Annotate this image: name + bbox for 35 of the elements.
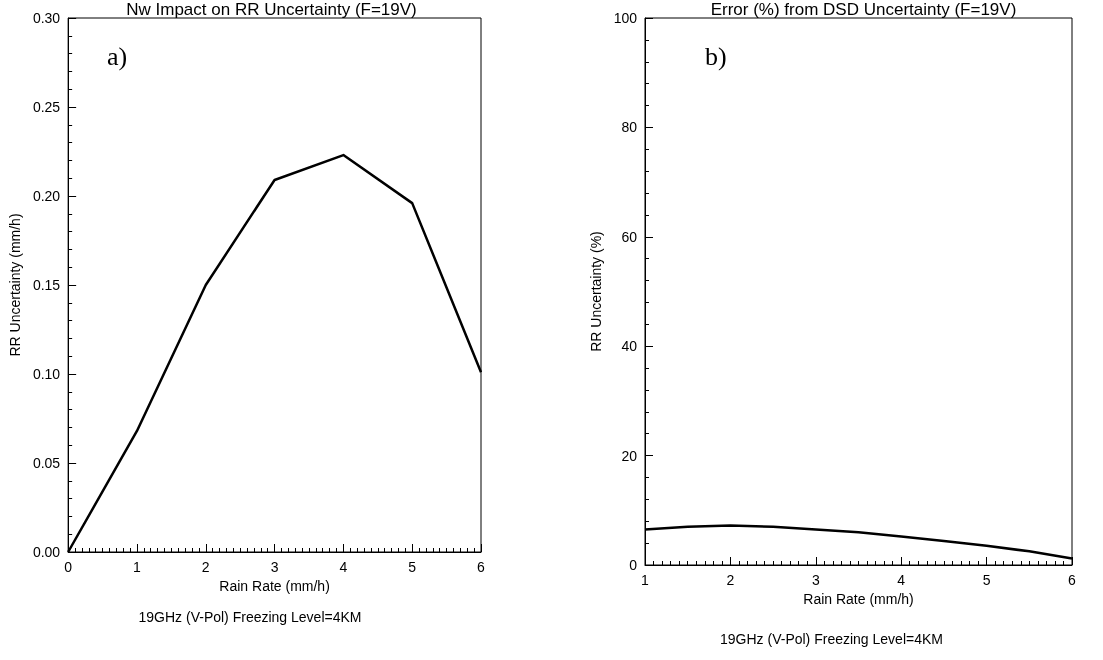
x-tick-label: 4 xyxy=(897,572,906,588)
chart-title: Error (%) from DSD Uncertainty (F=19V) xyxy=(710,0,1017,19)
y-tick-label: 0.15 xyxy=(32,277,61,293)
x-tick-label: 2 xyxy=(201,559,210,575)
y-axis-title: RR Uncertainty (%) xyxy=(587,231,604,352)
annotation: b) xyxy=(705,41,727,71)
y-tick-label: 0.25 xyxy=(32,99,61,115)
annotation: a) xyxy=(107,41,128,71)
x-axis-title: Rain Rate (mm/h) xyxy=(803,590,914,607)
y-tick-label: 0.00 xyxy=(32,544,61,560)
x-tick-label: 5 xyxy=(982,572,991,588)
x-tick-label: 1 xyxy=(133,559,142,575)
y-tick-label: 40 xyxy=(621,338,638,355)
y-tick-label: 100 xyxy=(613,10,638,26)
x-tick-label: 3 xyxy=(270,559,279,575)
text: 19GHz (V-Pol) Freezing Level=4KM xyxy=(138,609,362,625)
y-tick-label: 0.10 xyxy=(32,366,61,382)
x-tick-label: 3 xyxy=(811,572,820,588)
x-tick-label: 2 xyxy=(726,572,735,588)
y-axis-title: RR Uncertainty (mm/h) xyxy=(7,213,23,357)
y-tick-label: 20 xyxy=(621,447,638,464)
x-tick-label: 6 xyxy=(477,559,486,575)
x-tick-label: 4 xyxy=(339,559,348,575)
x-axis-title: Rain Rate (mm/h) xyxy=(219,577,330,594)
text: 19GHz (V-Pol) Freezing Level=4KM xyxy=(720,631,943,647)
y-tick-label: 0.20 xyxy=(32,188,61,204)
y-tick-label: 0.30 xyxy=(32,10,61,26)
chart-title: Nw Impact on RR Uncertainty (F=19V) xyxy=(126,0,417,19)
y-tick-label: 60 xyxy=(621,228,638,245)
y-tick-label: 80 xyxy=(621,119,638,136)
x-tick-label: 6 xyxy=(1068,572,1077,588)
x-tick-label: 1 xyxy=(641,572,650,588)
x-tick-label: 5 xyxy=(408,559,417,575)
y-tick-label: 0.05 xyxy=(32,455,61,471)
x-tick-label: 0 xyxy=(64,559,73,575)
